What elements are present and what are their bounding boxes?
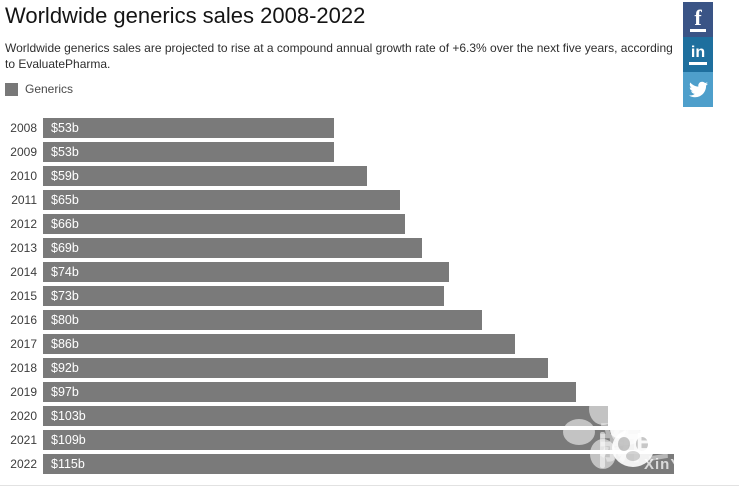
generics-bar-2013[interactable]: $69b	[43, 238, 422, 258]
year-label-2011: 2011	[11, 193, 37, 207]
share-buttons: f in	[683, 2, 713, 107]
bar-track: $97b	[43, 382, 739, 402]
bar-track: $69b	[43, 238, 739, 258]
bar-track: $115b	[43, 454, 739, 474]
bar-row-2011: 2011 $65b	[0, 190, 739, 210]
bar-value-label: $109b	[51, 433, 86, 447]
bar-row-2012: 2012 $66b	[0, 214, 739, 234]
year-label-2021: 2021	[10, 433, 37, 447]
bar-row-2017: 2017 $86b	[0, 334, 739, 354]
year-label-2015: 2015	[10, 289, 37, 303]
bar-row-2010: 2010 $59b	[0, 166, 739, 186]
bar-value-label: $80b	[51, 313, 79, 327]
legend-label-generics: Generics	[25, 82, 74, 96]
bar-track: $73b	[43, 286, 739, 306]
bar-row-2015: 2015 $73b	[0, 286, 739, 306]
generics-bar-2015[interactable]: $73b	[43, 286, 444, 306]
year-label-2008: 2008	[10, 121, 37, 135]
bar-value-label: $65b	[51, 193, 79, 207]
bar-chart: 2008 $53b 2009 $53b 2010 $59b 2011 $65b 2012 $66b…	[0, 118, 739, 474]
bar-row-2008: 2008 $53b	[0, 118, 739, 138]
generics-bar-2009[interactable]: $53b	[43, 142, 334, 162]
bar-value-label: $53b	[51, 121, 79, 135]
bar-track: $53b	[43, 142, 739, 162]
bar-value-label: $59b	[51, 169, 79, 183]
linkedin-share-button[interactable]: in	[683, 37, 713, 72]
generics-bar-2011[interactable]: $65b	[43, 190, 400, 210]
bar-row-2016: 2016 $80b	[0, 310, 739, 330]
chart-subtitle: Worldwide generics sales are projected t…	[5, 41, 673, 71]
year-label-2017: 2017	[10, 337, 37, 351]
bar-row-2022: 2022 $115b	[0, 454, 739, 474]
generics-bar-2017[interactable]: $86b	[43, 334, 515, 354]
year-label-2009: 2009	[10, 145, 37, 159]
bar-value-label: $103b	[51, 409, 86, 423]
generics-bar-2016[interactable]: $80b	[43, 310, 482, 330]
year-label-2019: 2019	[10, 385, 37, 399]
bar-value-label: $66b	[51, 217, 79, 231]
year-label-2014: 2014	[10, 265, 37, 279]
twitter-bird-icon	[688, 81, 708, 98]
bar-track: $86b	[43, 334, 739, 354]
legend[interactable]: Generics	[5, 82, 739, 96]
year-label-2020: 2020	[10, 409, 37, 423]
year-label-2013: 2013	[10, 241, 37, 255]
facebook-share-button[interactable]: f	[683, 2, 713, 37]
year-label-2022: 2022	[10, 457, 37, 471]
twitter-share-button[interactable]	[683, 72, 713, 107]
bar-track: $66b	[43, 214, 739, 234]
generics-bar-2022[interactable]: $115b	[43, 454, 674, 474]
bar-row-2019: 2019 $97b	[0, 382, 739, 402]
generics-bar-2008[interactable]: $53b	[43, 118, 334, 138]
generics-bar-2019[interactable]: $97b	[43, 382, 576, 402]
bar-row-2018: 2018 $92b	[0, 358, 739, 378]
bar-track: $92b	[43, 358, 739, 378]
chart-title: Worldwide generics sales 2008-2022	[5, 3, 366, 28]
bar-row-2009: 2009 $53b	[0, 142, 739, 162]
bar-row-2021: 2021 $109b	[0, 430, 739, 450]
linkedin-icon: in	[688, 44, 708, 65]
year-label-2012: 2012	[10, 217, 37, 231]
generics-bar-2021[interactable]: $109b	[43, 430, 641, 450]
year-label-2016: 2016	[10, 313, 37, 327]
legend-swatch-generics	[5, 82, 18, 96]
bar-track: $65b	[43, 190, 739, 210]
bar-value-label: $53b	[51, 145, 79, 159]
year-label-2010: 2010	[10, 169, 37, 183]
generics-bar-2012[interactable]: $66b	[43, 214, 405, 234]
bar-value-label: $115b	[51, 457, 85, 471]
bar-value-label: $69b	[51, 241, 79, 255]
generics-bar-2020[interactable]: $103b	[43, 406, 608, 426]
year-label-2018: 2018	[10, 361, 37, 375]
bar-row-2013: 2013 $69b	[0, 238, 739, 258]
bar-value-label: $86b	[51, 337, 79, 351]
bar-value-label: $97b	[51, 385, 79, 399]
bar-row-2014: 2014 $74b	[0, 262, 739, 282]
generics-bar-2014[interactable]: $74b	[43, 262, 449, 282]
bar-value-label: $73b	[51, 289, 79, 303]
bar-track: $74b	[43, 262, 739, 282]
generics-bar-2010[interactable]: $59b	[43, 166, 367, 186]
bar-track: $109b	[43, 430, 739, 450]
bar-value-label: $92b	[51, 361, 79, 375]
bar-track: $59b	[43, 166, 739, 186]
bar-track: $53b	[43, 118, 739, 138]
bar-row-2020: 2020 $103b	[0, 406, 739, 426]
bar-track: $103b	[43, 406, 739, 426]
facebook-icon: f	[690, 6, 706, 32]
generics-bar-2018[interactable]: $92b	[43, 358, 548, 378]
bar-track: $80b	[43, 310, 739, 330]
bar-value-label: $74b	[51, 265, 79, 279]
